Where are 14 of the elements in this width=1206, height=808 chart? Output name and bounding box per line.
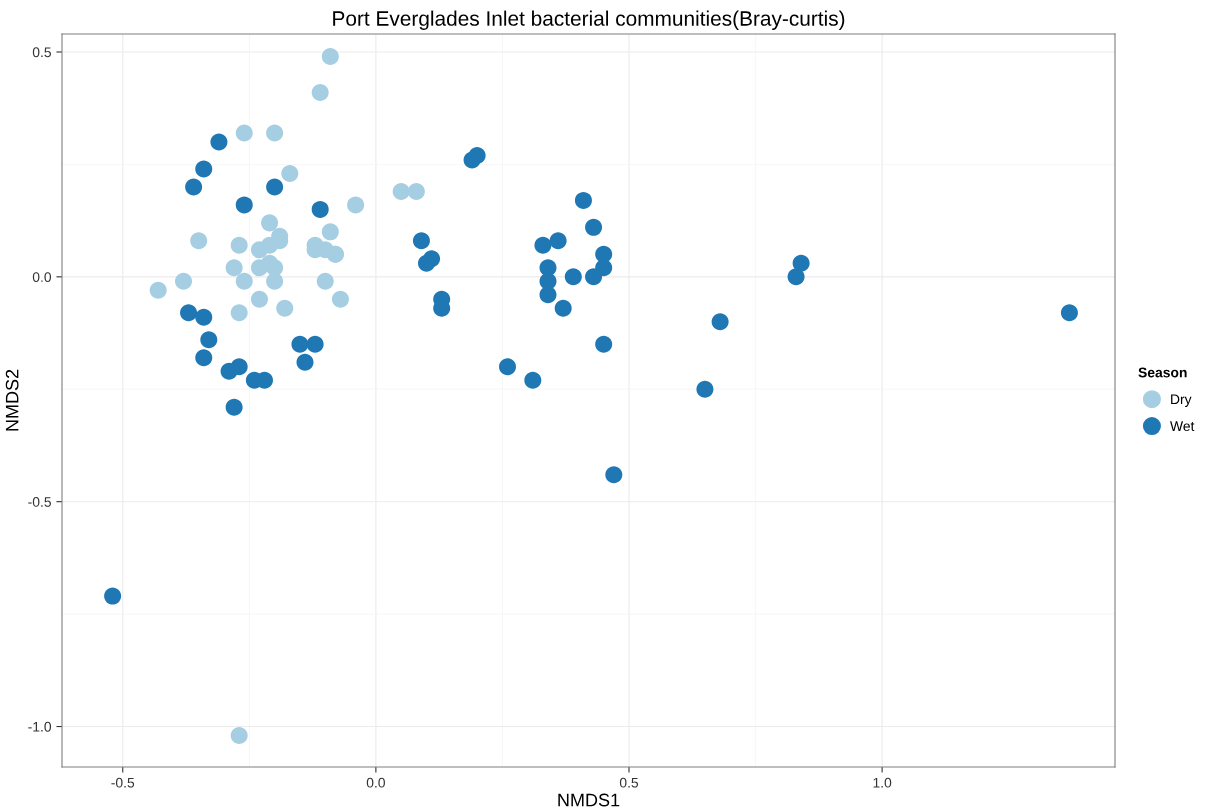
x-axis-title: NMDS1 — [558, 793, 620, 807]
y-tick-label: 0.0 — [32, 272, 52, 282]
legend-title: Season — [1138, 367, 1187, 378]
x-tick-label: 0.5 — [619, 777, 639, 788]
legend-label: Dry — [1171, 394, 1192, 407]
x-tick-label: 0.0 — [366, 777, 385, 788]
y-tick-label: -0.5 — [28, 497, 51, 507]
y-axis-title: NMDS2 — [5, 369, 19, 431]
x-tick-label: 1.0 — [873, 777, 892, 788]
y-tick-label: -1.0 — [28, 721, 52, 732]
chart-title: Port Everglades Inlet bacterial communities(Bray-curtis) — [333, 10, 845, 30]
y-tick-label: 0.5 — [32, 47, 51, 58]
legend-label: Wet — [1170, 421, 1195, 432]
x-tick-label: -0.5 — [111, 777, 135, 788]
